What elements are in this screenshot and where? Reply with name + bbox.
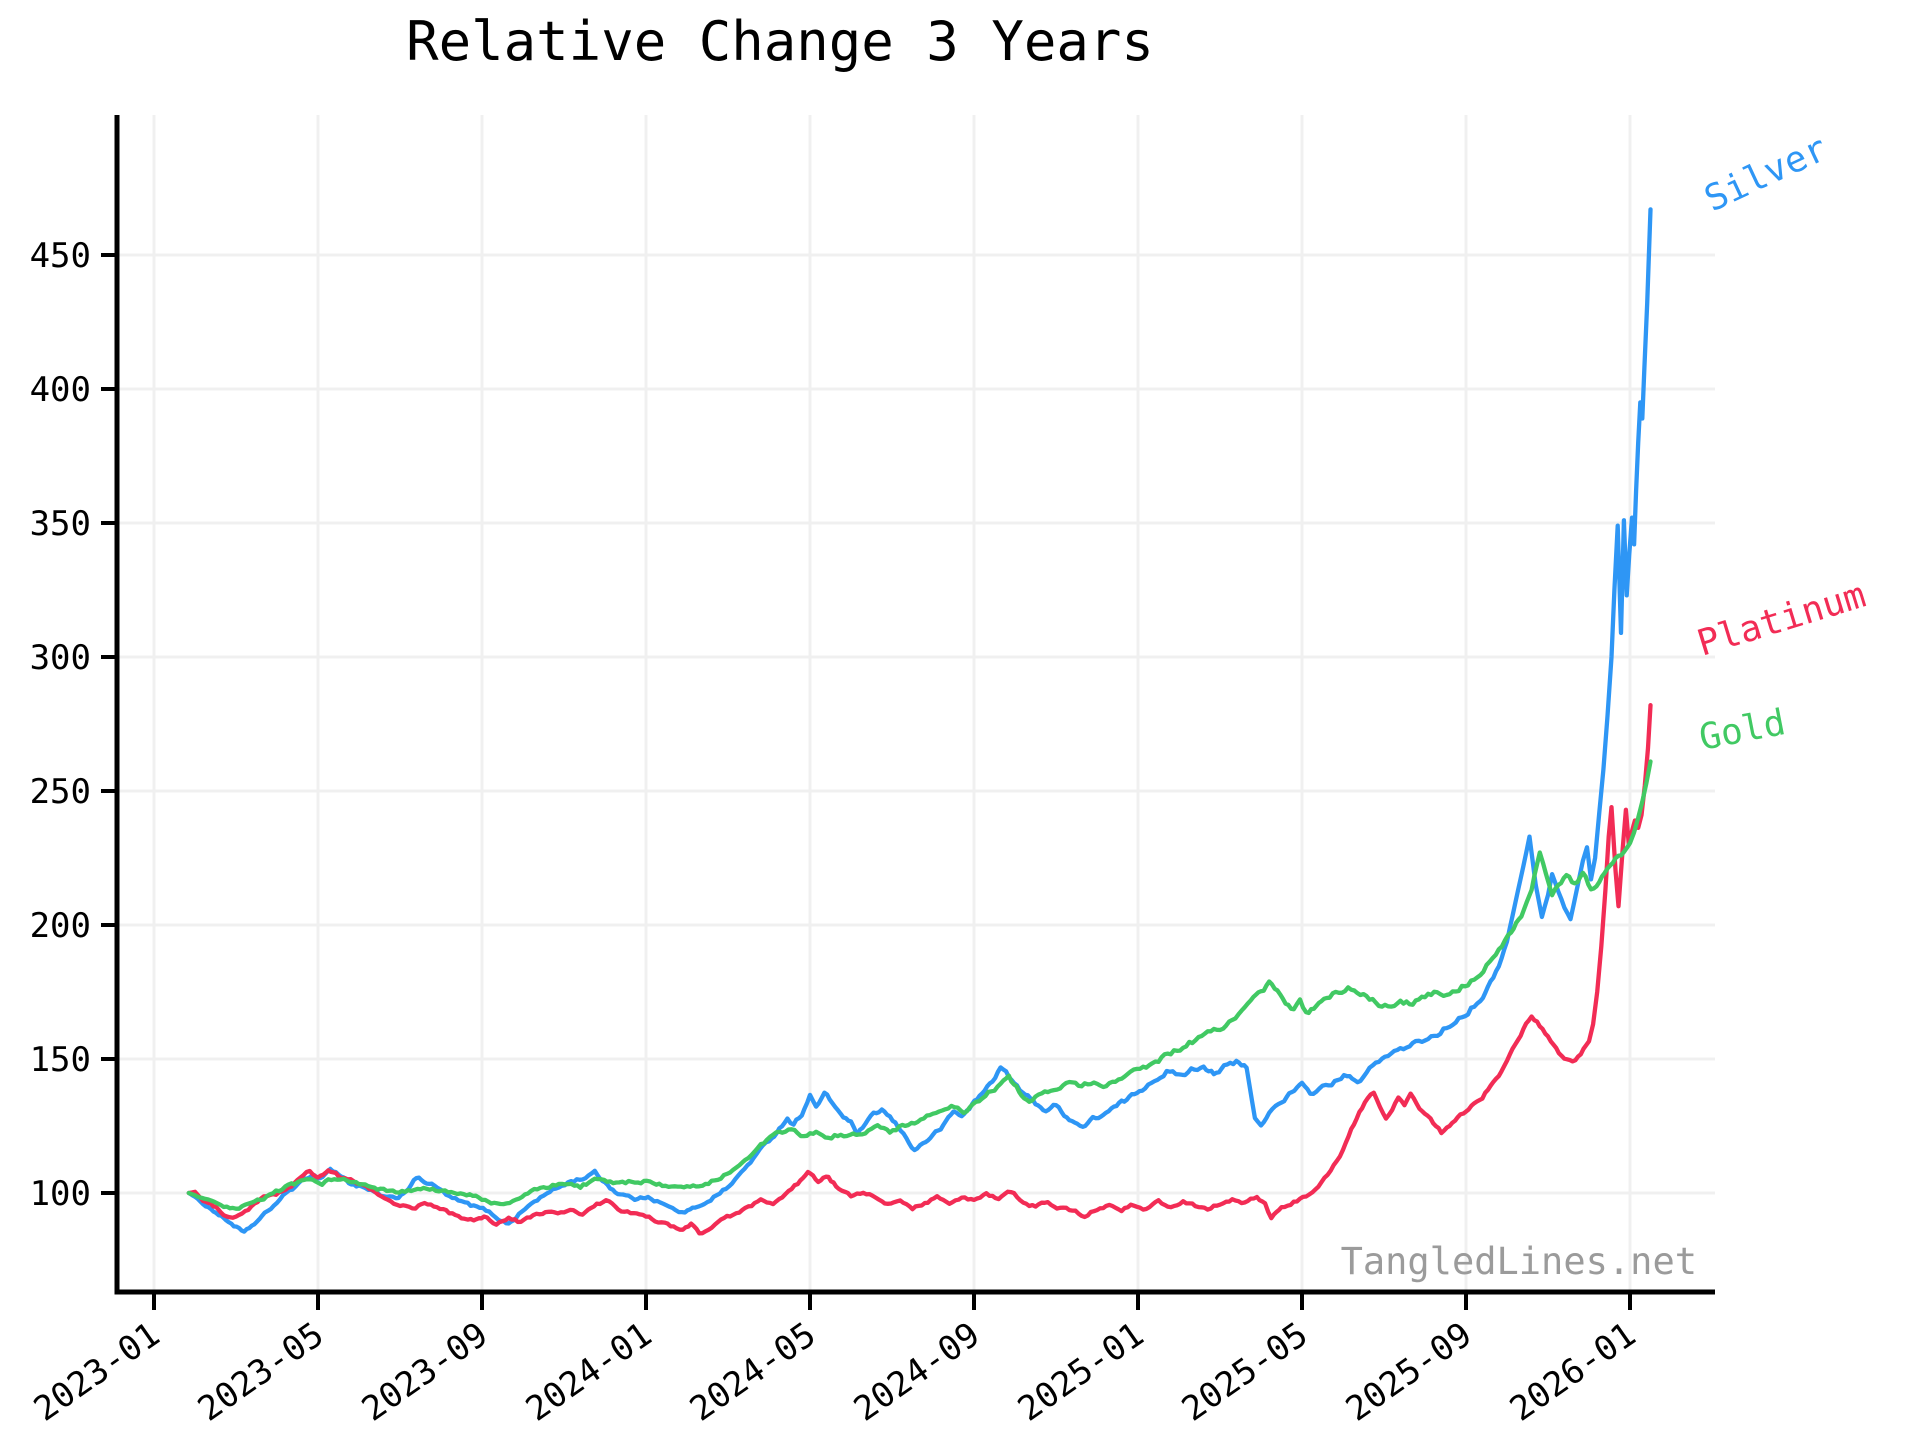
y-tick-label: 250 (30, 772, 91, 812)
y-tick-label: 400 (30, 370, 91, 410)
x-tick-label: 2024-09 (847, 1315, 987, 1430)
watermark: TangledLines.net (1341, 1240, 1697, 1283)
series-label-gold: Gold (1696, 702, 1789, 759)
series-line-platinum (186, 703, 1653, 1236)
series-label-silver: Silver (1698, 128, 1833, 220)
x-tick-label: 2025-01 (1011, 1315, 1151, 1430)
x-tick-label: 2023-09 (355, 1315, 495, 1430)
y-tick-label: 300 (30, 638, 91, 678)
x-tick-label: 2026-01 (1503, 1315, 1643, 1430)
x-tick-label: 2024-05 (683, 1315, 823, 1430)
gridlines (117, 115, 1715, 1292)
y-tick-label: 150 (30, 1040, 91, 1080)
x-tick-label: 2024-01 (519, 1315, 659, 1430)
x-tick-label: 2025-05 (1175, 1315, 1315, 1430)
x-tick-label: 2023-01 (27, 1315, 167, 1430)
x-tick-label: 2025-09 (1339, 1315, 1479, 1430)
y-tick-label: 350 (30, 504, 91, 544)
chart-title: Relative Change 3 Years (406, 10, 1154, 73)
series-line-silver (186, 207, 1653, 1234)
x-tick-label: 2023-05 (191, 1315, 331, 1430)
series-end-labels: Silver Platinum Gold (1693, 128, 1871, 759)
series-line-gold (186, 759, 1653, 1211)
series-lines (186, 207, 1653, 1236)
y-tick-label: 100 (30, 1174, 91, 1214)
y-tick-label: 450 (30, 236, 91, 276)
y-tick-label: 200 (30, 906, 91, 946)
series-label-platinum: Platinum (1693, 575, 1871, 665)
